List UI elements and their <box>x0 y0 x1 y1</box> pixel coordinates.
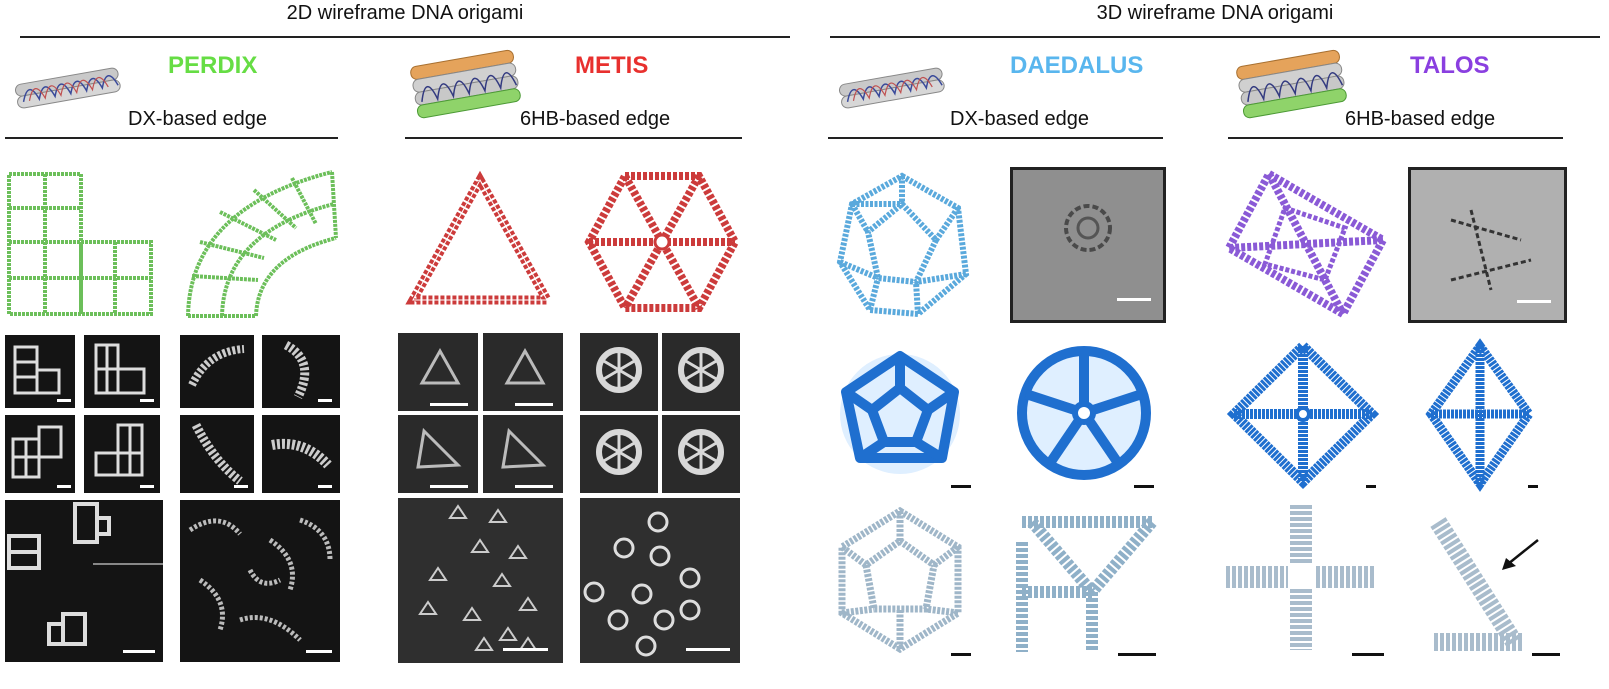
scale-bar <box>57 399 71 402</box>
scale-bar <box>1118 653 1156 656</box>
talos-cryo-em-image <box>1408 167 1567 323</box>
scale-bar <box>1366 485 1376 488</box>
6hb-helix-bundle-icon <box>1236 49 1347 119</box>
6hb-helix-bundle-icon <box>410 49 521 119</box>
dx-helix-bundle-icon <box>838 67 945 109</box>
edge-label-metis: 6HB-based edge <box>520 108 671 130</box>
talos-cryo-em-map-2 <box>1425 338 1535 492</box>
scale-bar <box>1352 653 1384 656</box>
metis-hexagon-afm-image-3 <box>580 415 658 493</box>
daedalus-cryo-em-image <box>1010 167 1166 323</box>
arrow-icon <box>1502 539 1539 570</box>
divider-perdix <box>5 137 338 139</box>
tool-name-talos: TALOS <box>1410 52 1490 79</box>
perdix-curved-afm-image-3 <box>180 415 254 493</box>
talos-atomic-model-edge <box>1430 517 1522 651</box>
metis-triangle-model <box>405 170 555 305</box>
perdix-curved-afm-image-4 <box>262 415 340 493</box>
scale-bar <box>430 403 468 406</box>
scale-bar <box>318 399 332 402</box>
perdix-curved-afm-image-1 <box>180 335 254 408</box>
divider-talos <box>1228 137 1563 139</box>
perdix-l-afm-image-1 <box>5 335 75 408</box>
scale-bar <box>57 485 71 488</box>
daedalus-atomic-model-zoom <box>1016 516 1157 652</box>
divider-3d <box>830 36 1600 38</box>
talos-cryo-em-map-1 <box>1226 338 1380 490</box>
dx-helix-bundle-icon <box>14 67 121 109</box>
scale-bar <box>951 485 971 488</box>
talos-atomic-model-vertex <box>1226 505 1376 650</box>
section-title-3d: 3D wireframe DNA origami <box>1096 2 1334 24</box>
scale-bar <box>318 485 332 488</box>
scale-bar <box>306 650 332 653</box>
scale-bar <box>686 648 730 651</box>
scale-bar <box>503 648 548 651</box>
divider-metis <box>405 137 742 139</box>
scale-bar <box>123 650 155 653</box>
scale-bar <box>1532 653 1560 656</box>
perdix-curved-afm-image-2 <box>262 335 340 408</box>
talos-octahedron-model <box>1223 168 1389 320</box>
metis-triangle-afm-overview <box>398 498 563 663</box>
scale-bar <box>515 403 553 406</box>
scale-bar <box>515 485 553 488</box>
daedalus-atomic-model-1 <box>838 506 962 654</box>
perdix-l-afm-image-2 <box>84 335 160 408</box>
scale-bar <box>1528 485 1538 488</box>
metis-triangle-afm-image-3 <box>398 415 478 493</box>
daedalus-icosahedron-model <box>836 172 970 318</box>
scale-bar <box>1117 298 1151 301</box>
metis-triangle-afm-image-2 <box>483 333 563 411</box>
metis-triangle-afm-image-4 <box>483 415 563 493</box>
metis-hexagon-afm-image-2 <box>662 333 740 411</box>
scale-bar <box>430 485 468 488</box>
scale-bar <box>1134 485 1154 488</box>
divider-2d <box>20 36 790 38</box>
scale-bar <box>951 653 971 656</box>
perdix-curved-lattice-model <box>186 170 338 318</box>
divider-daedalus <box>828 137 1163 139</box>
tool-name-perdix: PERDIX <box>168 52 258 79</box>
scale-bar <box>1517 300 1551 303</box>
edge-label-daedalus: DX-based edge <box>950 108 1089 130</box>
daedalus-cryo-em-map-1 <box>840 351 960 474</box>
perdix-l-lattice-model <box>7 172 153 316</box>
scale-bar <box>140 485 154 488</box>
scale-bar <box>140 399 154 402</box>
perdix-l-afm-image-4 <box>84 415 160 493</box>
metis-hexagon-model <box>584 172 740 312</box>
tool-name-daedalus: DAEDALUS <box>1010 52 1144 79</box>
edge-label-perdix: DX-based edge <box>128 108 267 130</box>
tool-name-metis: METIS <box>575 52 649 79</box>
metis-hexagon-afm-image-4 <box>662 415 740 493</box>
daedalus-cryo-em-map-2 <box>1017 346 1151 480</box>
metis-hexagon-afm-image-1 <box>580 333 658 411</box>
perdix-curved-afm-overview <box>180 500 340 662</box>
section-title-2d: 2D wireframe DNA origami <box>286 2 524 24</box>
metis-triangle-afm-image-1 <box>398 333 478 411</box>
perdix-l-afm-image-3 <box>5 415 75 493</box>
perdix-l-afm-overview <box>5 500 163 662</box>
edge-label-talos: 6HB-based edge <box>1345 108 1496 130</box>
scale-bar <box>234 485 248 488</box>
metis-hexagon-afm-overview <box>580 498 740 663</box>
